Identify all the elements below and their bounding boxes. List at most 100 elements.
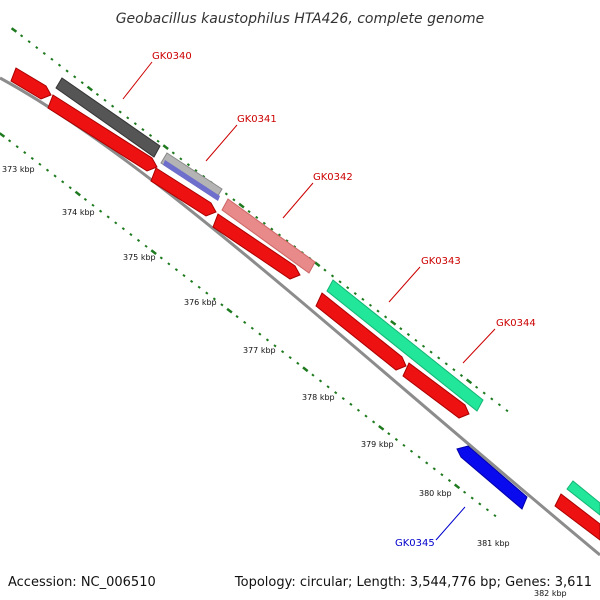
minor-tick bbox=[262, 221, 266, 225]
kbp-label: 380 kbp bbox=[419, 489, 452, 498]
minor-tick bbox=[23, 151, 27, 155]
minor-tick bbox=[235, 314, 239, 319]
minor-tick bbox=[505, 409, 509, 413]
minor-tick bbox=[330, 274, 335, 278]
minor-tick bbox=[387, 432, 391, 436]
minor-tick bbox=[174, 268, 179, 272]
gene-labels: GK0340 GK0341 GK0342 GK0343 GK0344 GK034… bbox=[152, 51, 536, 549]
minor-tick bbox=[136, 238, 141, 242]
minor-tick bbox=[493, 514, 497, 518]
leader-gk0343 bbox=[388, 266, 421, 303]
minor-tick bbox=[368, 303, 373, 307]
minor-tick bbox=[121, 227, 125, 231]
minor-tick bbox=[281, 350, 285, 354]
minor-tick bbox=[364, 414, 368, 418]
minor-tick bbox=[384, 315, 388, 319]
leader-lines bbox=[122, 61, 496, 541]
genome-summary-text: Topology: circular; Length: 3,544,776 bp… bbox=[234, 575, 592, 590]
feature-arrow-4[interactable] bbox=[212, 213, 301, 280]
leader-gk0341 bbox=[205, 124, 238, 162]
minor-tick bbox=[129, 233, 133, 237]
minor-tick bbox=[447, 478, 452, 483]
minor-tick bbox=[258, 332, 262, 336]
gene-label-gk0344[interactable]: GK0344 bbox=[496, 318, 536, 329]
minor-tick bbox=[323, 268, 327, 272]
kbp-label: 375 kbp bbox=[123, 253, 156, 262]
kbp-label: 378 kbp bbox=[302, 393, 335, 402]
minor-tick bbox=[270, 227, 274, 231]
minor-tick bbox=[61, 180, 65, 184]
minor-tick bbox=[65, 69, 69, 73]
minor-tick bbox=[255, 215, 259, 219]
minor-tick bbox=[250, 326, 254, 330]
minor-tick bbox=[334, 391, 338, 395]
minor-tick bbox=[182, 273, 186, 278]
kbp-label: 377 kbp bbox=[243, 346, 276, 355]
minor-tick bbox=[103, 98, 107, 102]
gene-label-gk0343[interactable]: GK0343 bbox=[421, 256, 461, 267]
gene-label-gk0342[interactable]: GK0342 bbox=[313, 172, 353, 183]
minor-tick bbox=[311, 373, 315, 377]
minor-tick bbox=[475, 385, 479, 389]
minor-tick bbox=[414, 338, 418, 342]
minor-tick bbox=[118, 110, 122, 114]
kbp-label: 376 kbp bbox=[184, 298, 217, 307]
minor-tick bbox=[91, 203, 95, 207]
minor-tick bbox=[42, 51, 46, 56]
minor-tick bbox=[432, 467, 436, 471]
minor-tick bbox=[20, 34, 24, 38]
feature-gk0342-bar[interactable] bbox=[221, 198, 316, 274]
feature-arrow-3[interactable] bbox=[150, 167, 217, 217]
feature-gk0343-bar[interactable] bbox=[326, 279, 484, 412]
minor-tick bbox=[356, 408, 361, 412]
minor-tick bbox=[399, 327, 403, 331]
minor-tick bbox=[444, 362, 448, 366]
minor-tick bbox=[421, 344, 426, 348]
major-tick bbox=[453, 483, 461, 490]
minor-tick bbox=[288, 355, 292, 360]
minor-tick bbox=[273, 344, 277, 348]
minor-tick bbox=[247, 210, 251, 214]
feature-arrow-5[interactable] bbox=[315, 292, 407, 371]
minor-tick bbox=[437, 356, 441, 360]
minor-tick bbox=[189, 279, 194, 283]
gene-label-gk0341[interactable]: GK0341 bbox=[237, 114, 277, 125]
minor-tick bbox=[179, 157, 183, 161]
minor-tick bbox=[318, 379, 323, 383]
minor-tick bbox=[482, 391, 486, 395]
feature-arrow-6[interactable] bbox=[402, 362, 470, 419]
leader-gk0344 bbox=[462, 328, 496, 364]
feature-arrow-1[interactable] bbox=[10, 67, 52, 100]
minor-tick bbox=[114, 221, 118, 225]
feature-gk0340-bar[interactable] bbox=[55, 77, 161, 158]
gene-label-gk0340[interactable]: GK0340 bbox=[152, 51, 192, 62]
major-tick bbox=[162, 144, 169, 150]
minor-tick bbox=[106, 215, 110, 219]
major-tick bbox=[378, 424, 385, 431]
minor-tick bbox=[485, 508, 489, 512]
feature-arrow-offscreen[interactable] bbox=[554, 493, 600, 541]
major-tick bbox=[465, 378, 473, 385]
minor-tick bbox=[126, 116, 130, 120]
feature-arrow-2[interactable] bbox=[47, 94, 158, 172]
minor-tick bbox=[425, 461, 429, 465]
minor-tick bbox=[8, 139, 12, 143]
feature-offscreen-green-bar[interactable] bbox=[566, 480, 600, 516]
feature-arrow-gk0345[interactable] bbox=[456, 445, 528, 510]
major-tick bbox=[0, 132, 6, 138]
minor-tick bbox=[353, 291, 357, 296]
minor-tick bbox=[265, 338, 270, 342]
minor-tick bbox=[38, 162, 42, 166]
minor-tick bbox=[417, 455, 421, 459]
major-tick bbox=[86, 85, 93, 92]
minor-tick bbox=[346, 286, 350, 290]
minor-tick bbox=[83, 197, 88, 201]
minor-tick bbox=[470, 496, 474, 500]
minor-tick bbox=[80, 81, 84, 85]
minor-tick bbox=[141, 128, 145, 132]
map-title: Geobacillus kaustophilus HTA426, complet… bbox=[116, 11, 485, 27]
gene-label-gk0345[interactable]: GK0345 bbox=[395, 538, 435, 549]
minor-tick bbox=[459, 373, 464, 378]
kbp-label: 382 kbp bbox=[534, 589, 567, 598]
